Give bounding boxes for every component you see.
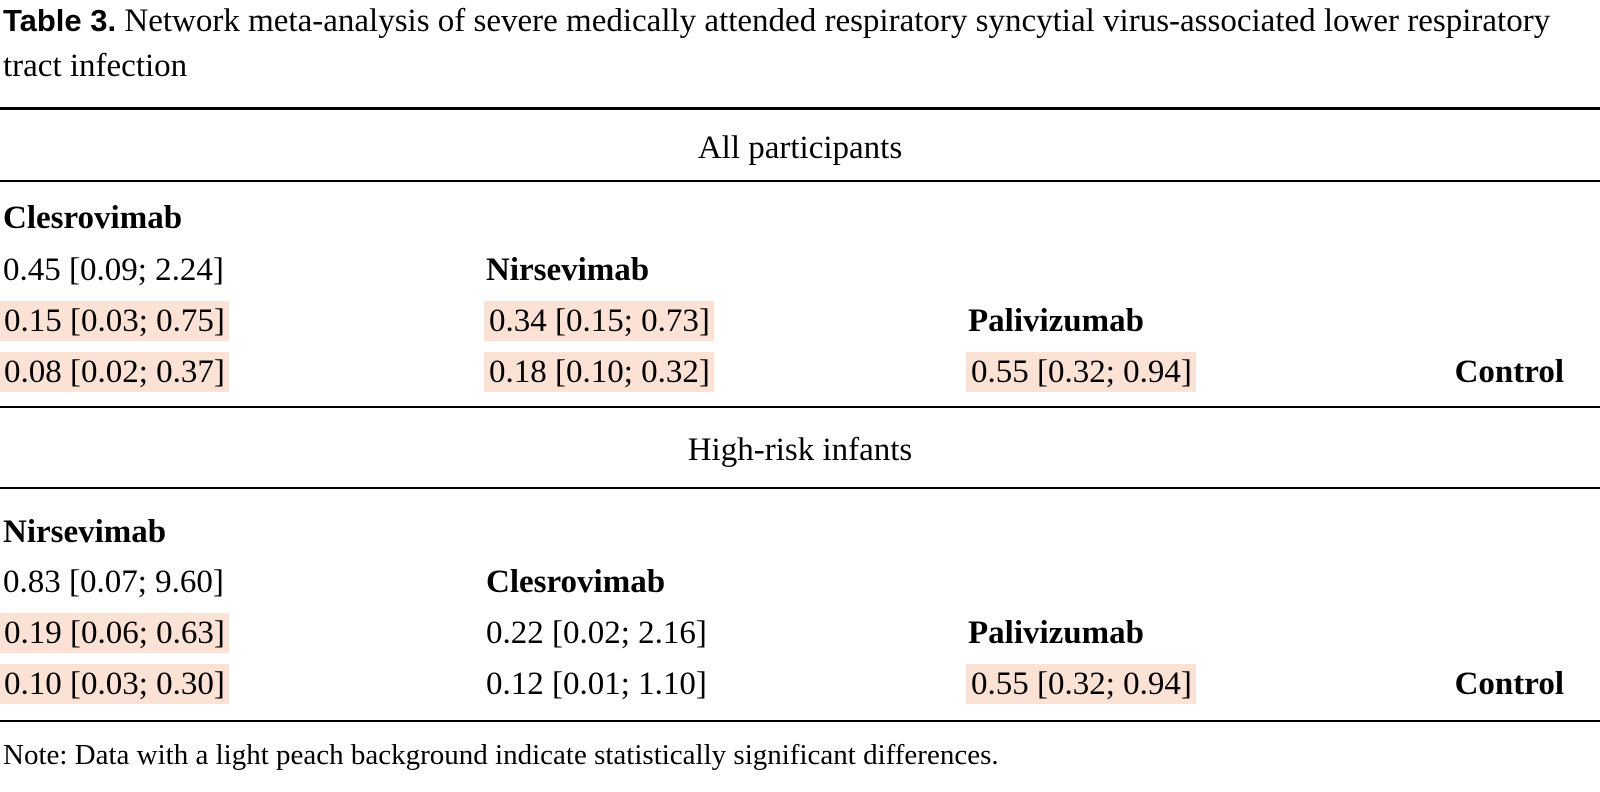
league-cell-s0-r3-c1: 0.18 [0.10; 0.32] [484,352,714,392]
league-cell-s0-r1-c1: Nirsevimab [486,252,650,288]
section-title-all: All participants [697,130,903,166]
section-title-high-risk: High-risk infants [687,432,913,468]
section-rule-all [0,180,1600,182]
section-rule-mid [0,406,1600,408]
league-cell-s0-r3-c3: Control [1454,354,1564,390]
section-rule-high-risk [0,487,1600,489]
league-cell-s1-r3-c1: 0.12 [0.01; 1.10] [486,666,707,702]
league-cell-s1-r3-c3: Control [1454,666,1564,702]
league-cell-s0-r3-c0: 0.08 [0.02; 0.37] [0,352,229,392]
league-cell-s1-r1-c1: Clesrovimab [486,564,666,600]
bottom-rule [0,720,1600,722]
league-cell-s0-r0-c0: Clesrovimab [3,200,183,236]
league-cell-s1-r2-c2: Palivizumab [968,615,1145,651]
league-cell-s0-r2-c1: 0.34 [0.15; 0.73] [484,301,714,341]
league-cell-s1-r1-c0: 0.83 [0.07; 9.60] [3,564,224,600]
table-caption: Table 3. Network meta-analysis of severe… [3,0,1583,89]
league-cell-s1-r2-c1: 0.22 [0.02; 2.16] [486,615,707,651]
league-cell-s1-r3-c0: 0.10 [0.03; 0.30] [0,664,229,704]
league-cell-s0-r3-c2: 0.55 [0.32; 0.94] [966,352,1196,392]
table-label: Table 3. [3,3,117,38]
league-cell-s0-r2-c0: 0.15 [0.03; 0.75] [0,301,229,341]
league-cell-s0-r2-c2: Palivizumab [968,303,1145,339]
league-cell-s1-r0-c0: Nirsevimab [3,514,167,550]
table-title: Network meta-analysis of severe medicall… [3,3,1551,84]
league-cell-s1-r3-c2: 0.55 [0.32; 0.94] [966,664,1196,704]
table-note: Note: Data with a light peach background… [3,739,999,771]
league-cell-s1-r2-c0: 0.19 [0.06; 0.63] [0,613,229,653]
top-rule [0,107,1600,110]
league-cell-s0-r1-c0: 0.45 [0.09; 2.24] [3,252,224,288]
